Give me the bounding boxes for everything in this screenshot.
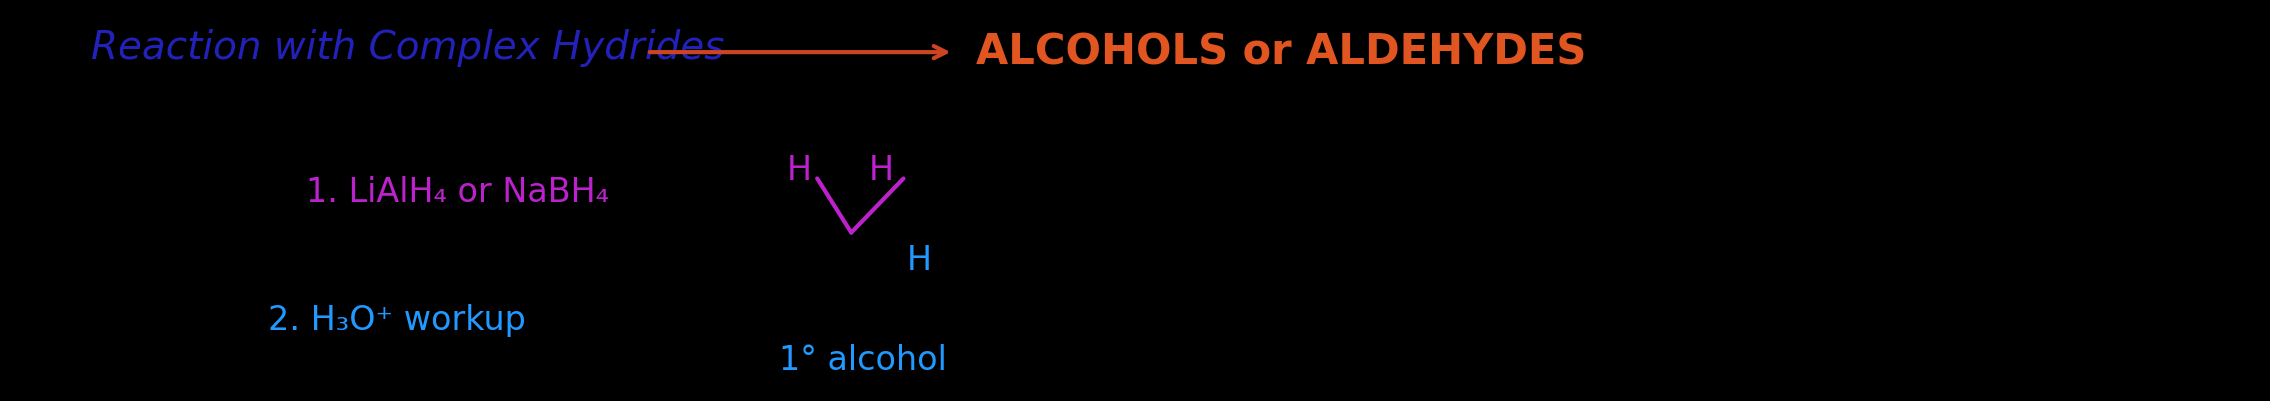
Text: 2. H₃O⁺ workup: 2. H₃O⁺ workup: [268, 304, 527, 337]
Text: H: H: [906, 244, 933, 277]
Text: ALCOHOLS or ALDEHYDES: ALCOHOLS or ALDEHYDES: [976, 31, 1587, 73]
Text: H: H: [867, 154, 894, 187]
Text: H: H: [785, 154, 813, 187]
Text: 1° alcohol: 1° alcohol: [779, 344, 947, 377]
Text: Reaction with Complex Hydrides: Reaction with Complex Hydrides: [91, 29, 724, 67]
Text: 1. LiAlH₄ or NaBH₄: 1. LiAlH₄ or NaBH₄: [306, 176, 608, 209]
